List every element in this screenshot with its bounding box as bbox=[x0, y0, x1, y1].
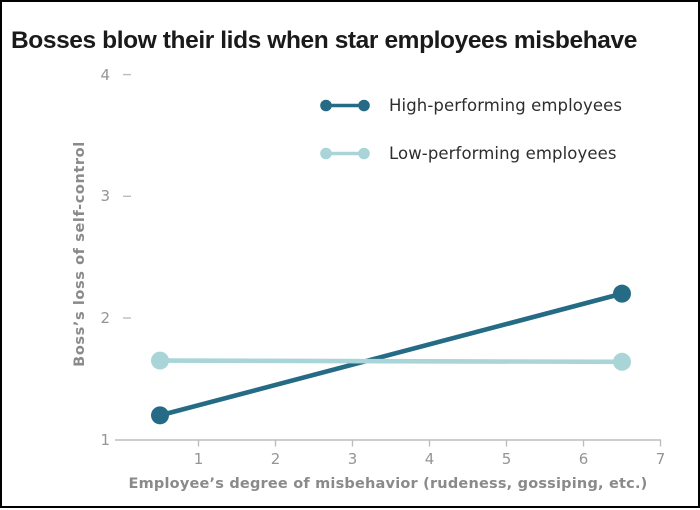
legend: High-performing employees Low-performing… bbox=[319, 96, 622, 163]
data-point-high-performing-employees bbox=[613, 284, 631, 303]
data-point-low-performing-employees bbox=[151, 351, 169, 370]
y-tick-label: 4 bbox=[100, 65, 110, 84]
data-point-low-performing-employees bbox=[613, 352, 631, 371]
x-tick-label: 3 bbox=[347, 450, 358, 468]
x-tick-label: 7 bbox=[655, 450, 666, 468]
legend-label-high-performing: High-performing employees bbox=[389, 96, 623, 115]
data-point-high-performing-employees bbox=[151, 406, 169, 425]
x-tick-label: 6 bbox=[578, 450, 589, 468]
low-performing-series-swatch-icon bbox=[320, 147, 370, 160]
legend-row: High-performing employees bbox=[319, 96, 622, 115]
y-axis-title: Boss’s loss of self-control bbox=[72, 141, 88, 367]
x-tick-label: 2 bbox=[270, 450, 281, 468]
x-tick-label: 4 bbox=[424, 450, 435, 468]
y-tick-label: 2 bbox=[100, 309, 110, 327]
high-performing-series-swatch-icon bbox=[320, 99, 370, 112]
x-axis-title: Employee’s degree of misbehavior (rudene… bbox=[128, 476, 648, 492]
y-tick-label: 3 bbox=[100, 187, 110, 206]
chart-title: Bosses blow their lids when star employe… bbox=[11, 27, 637, 55]
legend-row: Low-performing employees bbox=[319, 144, 622, 163]
x-tick-label: 5 bbox=[501, 450, 512, 468]
x-tick-label: 1 bbox=[193, 450, 204, 468]
y-tick-label: 1 bbox=[100, 430, 110, 449]
legend-label-low-performing: Low-performing employees bbox=[389, 144, 617, 163]
series-line-high-performing-employees bbox=[157, 291, 625, 418]
series-line-low-performing-employees bbox=[157, 358, 625, 365]
